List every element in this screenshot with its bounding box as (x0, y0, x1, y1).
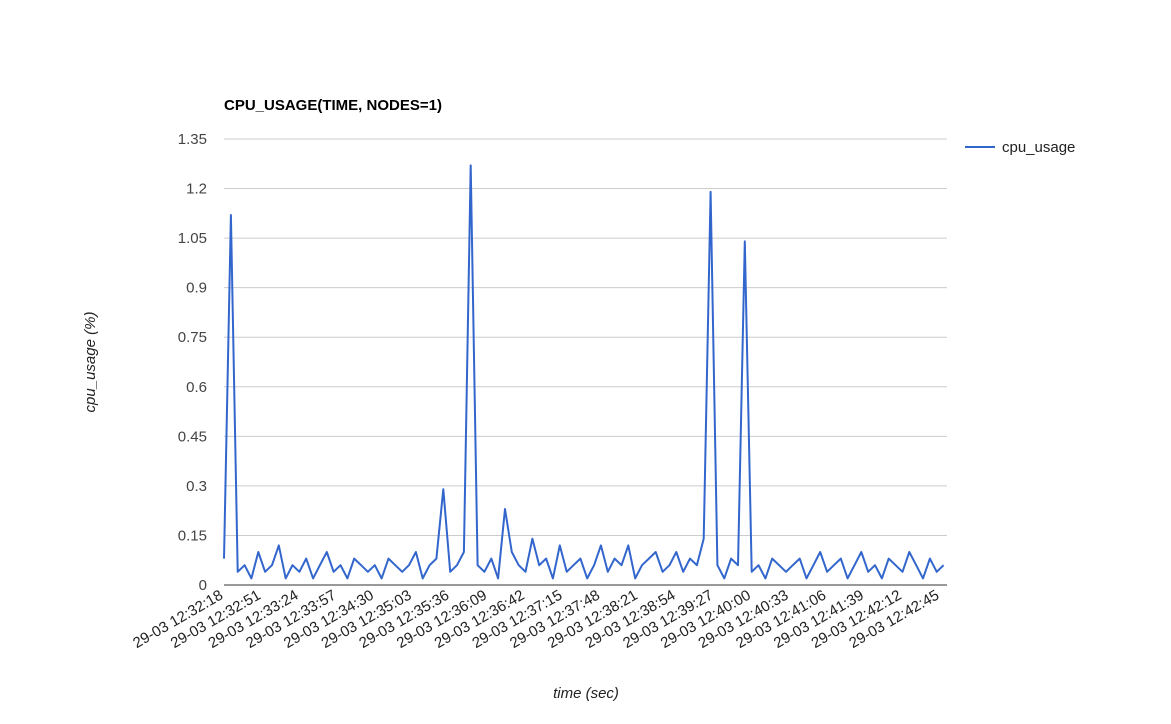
gridlines (224, 138, 947, 536)
y-tick-label: 0.75 (178, 329, 207, 346)
y-tick-label: 1.2 (186, 181, 207, 198)
y-tick-label: 1.05 (178, 230, 207, 247)
y-tick-label: 0.3 (186, 478, 207, 495)
chart-title: CPU_USAGE(TIME, NODES=1) (224, 97, 442, 114)
y-axis-title: cpu_usage (%) (82, 312, 99, 413)
y-tick-label: 0.45 (178, 428, 207, 445)
legend-label: cpu_usage (1002, 139, 1075, 156)
y-tick-label: 1.35 (178, 131, 207, 148)
y-tick-label: 0.9 (186, 280, 207, 297)
x-axis-title: time (sec) (553, 685, 619, 702)
legend: cpu_usage (965, 139, 1075, 156)
y-tick-label: 0.6 (186, 379, 207, 396)
y-tick-label: 0 (199, 577, 207, 594)
series-line-cpu_usage (223, 164, 945, 580)
y-tick-label: 0.15 (178, 527, 207, 544)
y-axis-ticks: 0 0.15 0.3 0.45 0.6 0.75 0.9 1.05 1.2 1.35 (178, 131, 207, 594)
